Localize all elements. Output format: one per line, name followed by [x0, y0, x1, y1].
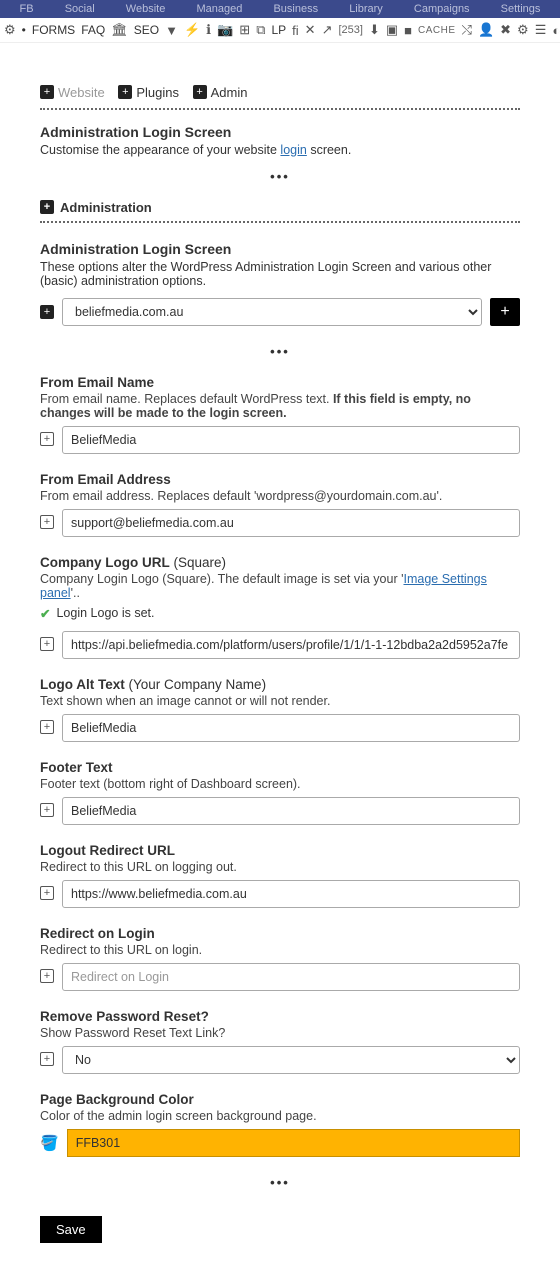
logout-url-desc: Redirect to this URL on logging out.: [40, 860, 520, 874]
expand-icon[interactable]: +: [40, 515, 54, 529]
plus-icon: +: [40, 200, 54, 214]
expand-icon[interactable]: +: [40, 305, 54, 319]
top-nav: FB Social Website Managed Business Libra…: [0, 0, 560, 18]
toolbar-count: [253]: [338, 24, 362, 36]
login-url-input[interactable]: [62, 963, 520, 991]
intro-desc: Customise the appearance of your website…: [40, 143, 520, 157]
nav-item-website[interactable]: Website: [126, 3, 166, 15]
plus-icon: +: [193, 85, 207, 99]
sliders-icon[interactable]: ⚙: [517, 22, 529, 38]
bank-icon[interactable]: 🏛: [111, 22, 128, 38]
nav-item-campaigns[interactable]: Campaigns: [414, 3, 470, 15]
video-icon[interactable]: ■: [404, 23, 412, 38]
from-name-input[interactable]: [62, 426, 520, 454]
separator-dots: •••: [40, 1175, 520, 1190]
pw-reset-select[interactable]: No: [62, 1046, 520, 1074]
plus-icon: +: [118, 85, 132, 99]
breadcrumb-admin[interactable]: + Admin: [193, 85, 248, 100]
breadcrumb: + Website + Plugins + Admin: [40, 83, 520, 100]
toolbar: ⚙ • FORMS FAQ 🏛 SEO ▼ ⚡ ℹ 📷 ⊞ ⧉ LP fi ✕ …: [0, 18, 560, 43]
logo-url-input[interactable]: [62, 631, 520, 659]
login-link[interactable]: login: [280, 143, 306, 157]
copy-icon[interactable]: ⧉: [256, 22, 265, 38]
save-button[interactable]: Save: [40, 1216, 102, 1243]
nav-item-managed[interactable]: Managed: [196, 3, 242, 15]
wp-icon[interactable]: ⚙: [4, 22, 16, 38]
toolbar-forms[interactable]: FORMS: [32, 23, 75, 37]
bullet: •: [22, 23, 26, 37]
check-icon: ✔: [40, 606, 50, 621]
from-email-desc: From email address. Replaces default 'wo…: [40, 489, 520, 503]
bg-color-input[interactable]: FFB301: [67, 1129, 520, 1157]
add-button[interactable]: +: [490, 298, 520, 326]
paint-bucket-icon[interactable]: 🪣: [40, 1134, 59, 1152]
breadcrumb-plugins[interactable]: + Plugins: [118, 85, 179, 100]
main-title: Administration Login Screen: [40, 241, 520, 257]
logout-url-input[interactable]: [62, 880, 520, 908]
nav-item-settings[interactable]: Settings: [501, 3, 541, 15]
expand-icon[interactable]: +: [40, 637, 54, 651]
logo-status: ✔ Login Logo is set.: [40, 606, 520, 621]
divider: [40, 221, 520, 223]
pie-icon[interactable]: ◐: [552, 23, 560, 38]
alt-text-input[interactable]: [62, 714, 520, 742]
download-icon[interactable]: ⬇: [369, 22, 380, 38]
bg-color-label: Page Background Color: [40, 1092, 520, 1107]
bg-color-desc: Color of the admin login screen backgrou…: [40, 1109, 520, 1123]
from-email-label: From Email Address: [40, 472, 520, 487]
alt-text-label: Logo Alt Text (Your Company Name): [40, 677, 520, 692]
logout-url-label: Logout Redirect URL: [40, 843, 520, 858]
nav-item-fb[interactable]: FB: [20, 3, 34, 15]
pw-reset-desc: Show Password Reset Text Link?: [40, 1026, 520, 1040]
pw-reset-label: Remove Password Reset?: [40, 1009, 520, 1024]
intro-title: Administration Login Screen: [40, 124, 520, 140]
shuffle-icon[interactable]: ✕: [305, 22, 316, 38]
domain-select[interactable]: beliefmedia.com.au: [62, 298, 482, 326]
expand-icon[interactable]: +: [40, 720, 54, 734]
tools-icon[interactable]: ✖: [500, 22, 511, 38]
separator-dots: •••: [40, 344, 520, 359]
info-icon[interactable]: ℹ: [206, 22, 211, 38]
fi-icon[interactable]: fi: [292, 23, 299, 38]
expand-icon[interactable]: +: [40, 886, 54, 900]
divider: [40, 108, 520, 110]
login-url-desc: Redirect to this URL on login.: [40, 943, 520, 957]
toolbar-cache[interactable]: CACHE: [418, 25, 456, 36]
logo-url-desc: Company Login Logo (Square). The default…: [40, 572, 520, 600]
nav-item-business[interactable]: Business: [273, 3, 318, 15]
footer-desc: Footer text (bottom right of Dashboard s…: [40, 777, 520, 791]
toolbar-faq[interactable]: FAQ: [81, 23, 105, 37]
toolbar-seo[interactable]: SEO: [134, 23, 159, 37]
expand-icon[interactable]: +: [40, 1052, 54, 1066]
alt-text-desc: Text shown when an image cannot or will …: [40, 694, 520, 708]
camera-icon[interactable]: 📷: [217, 22, 233, 38]
share-icon[interactable]: ↗: [322, 22, 333, 38]
main-desc: These options alter the WordPress Admini…: [40, 260, 520, 288]
footer-label: Footer Text: [40, 760, 520, 775]
nav-item-library[interactable]: Library: [349, 3, 383, 15]
expand-icon[interactable]: +: [40, 803, 54, 817]
switch-icon[interactable]: ⤭: [462, 22, 472, 38]
breadcrumb-website[interactable]: + Website: [40, 85, 105, 100]
from-email-input[interactable]: [62, 509, 520, 537]
expand-icon[interactable]: +: [40, 969, 54, 983]
expand-icon[interactable]: +: [40, 432, 54, 446]
plus-icon: +: [40, 85, 54, 99]
share2-icon[interactable]: ▣: [386, 22, 398, 38]
nav-item-social[interactable]: Social: [65, 3, 95, 15]
footer-input[interactable]: [62, 797, 520, 825]
from-name-label: From Email Name: [40, 375, 520, 390]
filter-icon[interactable]: ▼: [165, 23, 178, 38]
plug-icon[interactable]: ⚡: [184, 22, 200, 38]
toolbar-lp[interactable]: LP: [271, 23, 286, 37]
user-icon[interactable]: 👤: [478, 22, 494, 38]
from-name-desc: From email name. Replaces default WordPr…: [40, 392, 520, 420]
grid-icon[interactable]: ⊞: [239, 22, 250, 38]
logo-url-label: Company Logo URL (Square): [40, 555, 520, 570]
separator-dots: •••: [40, 169, 520, 184]
administration-toggle[interactable]: + Administration: [40, 200, 520, 215]
list-icon[interactable]: ☰: [535, 22, 547, 38]
login-url-label: Redirect on Login: [40, 926, 520, 941]
